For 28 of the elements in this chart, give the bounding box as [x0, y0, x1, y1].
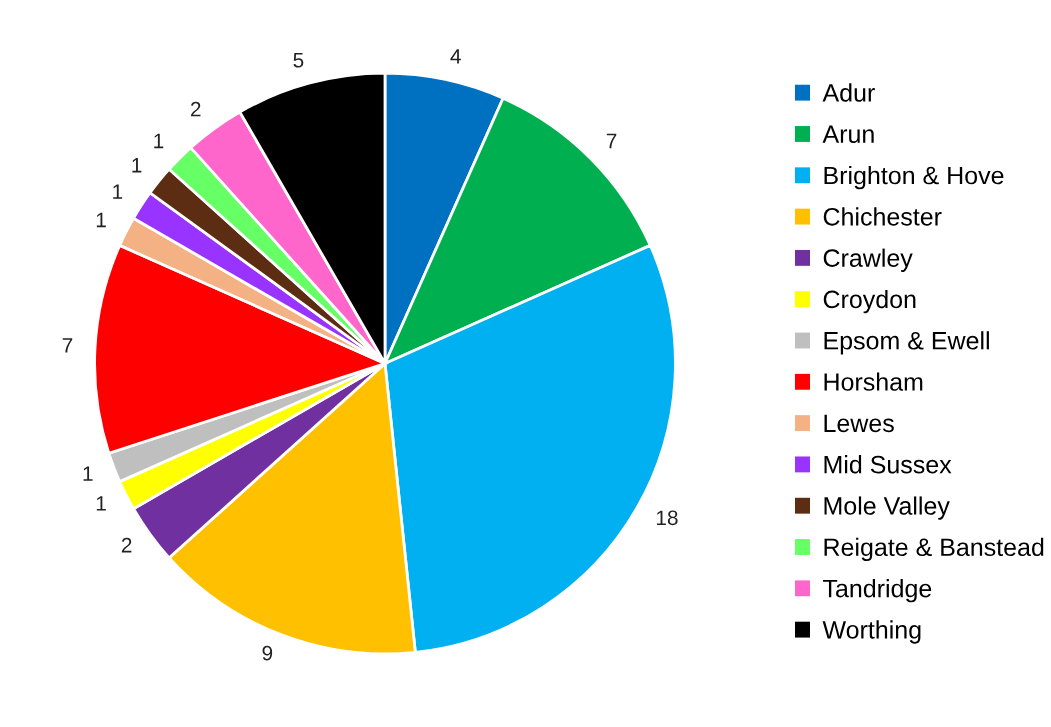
legend-label: Croydon — [823, 289, 916, 314]
legend-label: Mole Valley — [824, 496, 950, 520]
legend-label: Horsham — [824, 372, 923, 391]
data-label: 2 — [121, 537, 132, 553]
legend-label: Adur — [822, 83, 875, 102]
data-label: 18 — [656, 510, 678, 526]
legend-label: Brighton & Hove — [824, 165, 1004, 190]
data-label: 1 — [113, 184, 123, 199]
data-label: 2 — [190, 101, 201, 117]
data-label: 7 — [606, 133, 617, 149]
legend-label: Crawley — [823, 248, 913, 272]
data-label: 1 — [96, 496, 106, 511]
legend-label: Chichester — [823, 207, 942, 226]
legend-label: Epsom & Ewell — [824, 331, 989, 355]
data-label: 4 — [450, 49, 461, 64]
data-label: 5 — [293, 53, 304, 68]
legend-label: Tandridge — [823, 579, 932, 603]
data-label: 1 — [83, 466, 93, 481]
legend-label: Reigate & Banstead — [824, 537, 1044, 562]
data-label: 7 — [62, 338, 73, 353]
legend-label: Worthing — [822, 620, 921, 644]
legend-label: Mid Sussex — [824, 455, 952, 474]
data-label: 1 — [96, 212, 106, 228]
legend-label: Arun — [822, 125, 874, 144]
legend-label: Lewes — [824, 414, 894, 433]
data-label: 1 — [154, 133, 164, 149]
data-label: 9 — [262, 645, 273, 661]
data-label: 1 — [132, 158, 142, 173]
